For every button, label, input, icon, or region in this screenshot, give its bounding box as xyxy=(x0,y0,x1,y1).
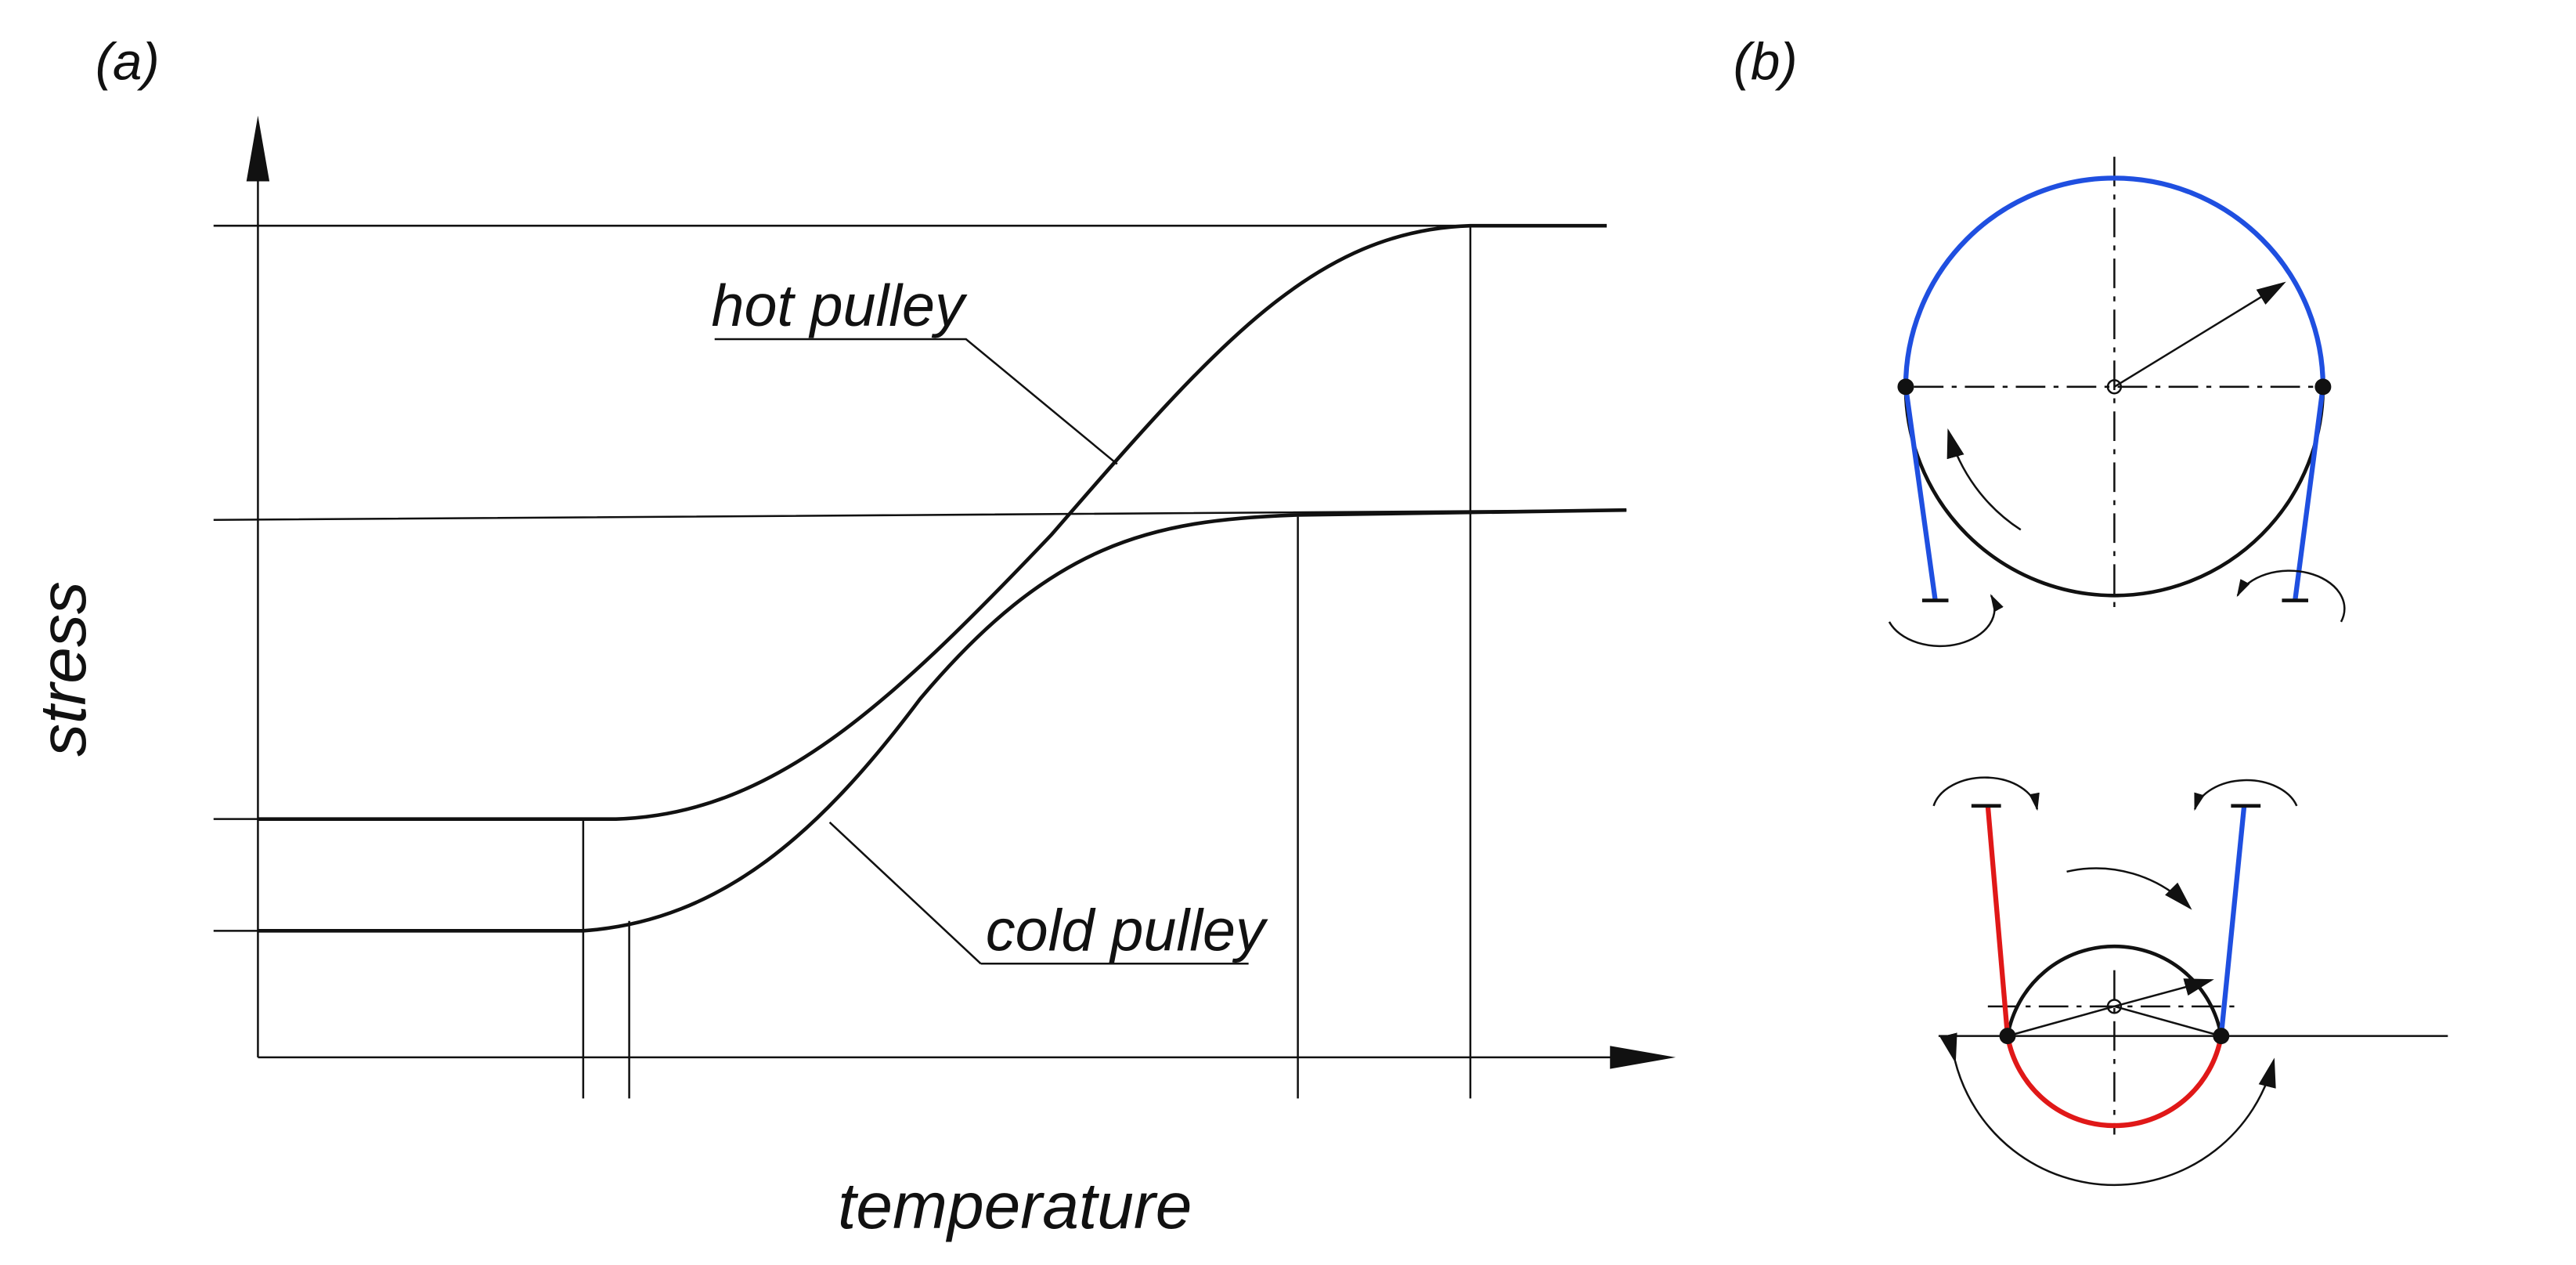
label: (a) xyxy=(96,32,160,91)
moment-arrow xyxy=(2194,779,2298,811)
panel-a-drawing xyxy=(213,115,1676,1099)
rh-arrow xyxy=(2114,978,2214,1008)
node xyxy=(1897,378,1914,396)
hot-curve xyxy=(258,223,1607,821)
blue-belts xyxy=(1903,386,2325,602)
label: temperature xyxy=(838,1169,1192,1242)
black-arc xyxy=(1903,386,2325,598)
node xyxy=(2213,1028,2230,1045)
blue-belt xyxy=(2218,805,2247,1036)
omega-h-arrow xyxy=(2066,867,2192,910)
node xyxy=(1999,1028,2016,1045)
center xyxy=(2106,999,2123,1014)
moment-arrow xyxy=(1888,594,2004,648)
rc-arrow xyxy=(2113,281,2286,388)
panel-b-drawing xyxy=(1888,157,2448,1187)
temperature-lines xyxy=(582,226,1472,1099)
phi-arrow xyxy=(1939,1032,2276,1187)
moment-arrow xyxy=(2236,569,2346,623)
label: stress xyxy=(26,581,99,757)
level-lines xyxy=(213,224,1627,932)
node xyxy=(2314,378,2332,396)
label: hot pulley xyxy=(712,273,969,339)
omega-c-arrow xyxy=(1946,428,2022,531)
cold-curve xyxy=(258,508,1627,933)
center xyxy=(2106,379,2123,395)
label: (b) xyxy=(1734,32,1798,91)
moment-arrow xyxy=(1932,776,2040,811)
y-arrow xyxy=(246,115,270,182)
red-belt xyxy=(1985,805,2011,1036)
x-arrow xyxy=(1610,1046,1676,1069)
label: cold pulley xyxy=(986,898,1268,964)
leader-lines xyxy=(714,338,1249,965)
blue-arc xyxy=(1903,175,2326,387)
